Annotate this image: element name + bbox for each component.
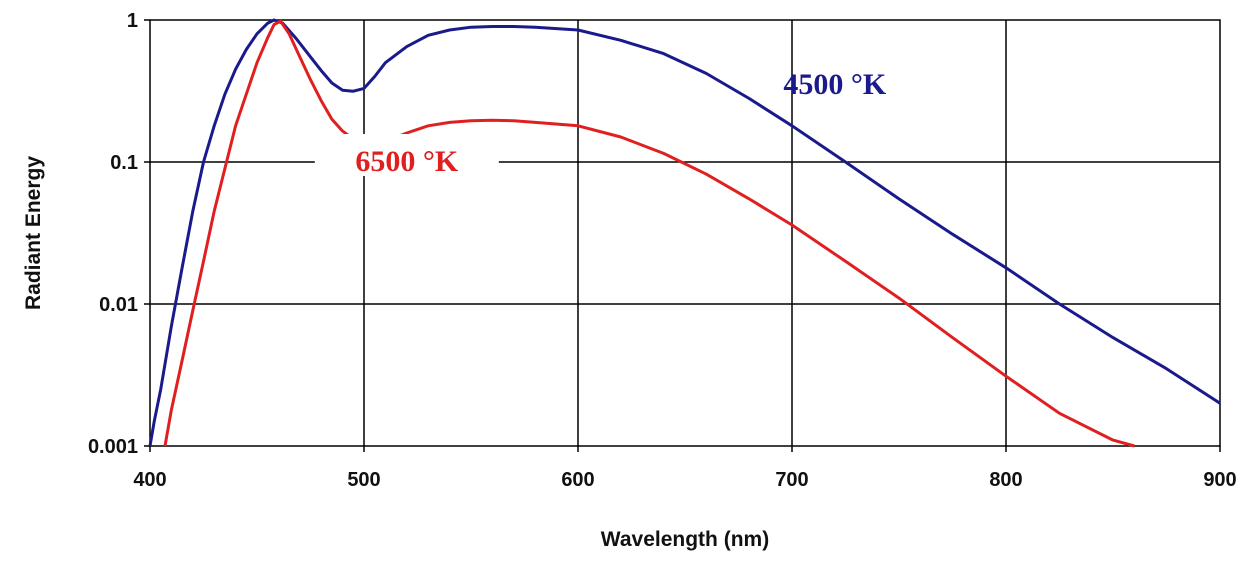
series-label-background	[314, 134, 499, 176]
x-tick-label: 500	[347, 469, 380, 491]
y-axis-title: Radiant Energy	[22, 156, 45, 310]
x-tick-label: 700	[775, 469, 808, 491]
y-tick-label: 0.001	[88, 436, 138, 458]
y-tick-label: 1	[127, 10, 138, 32]
x-tick-label: 900	[1203, 469, 1236, 491]
annotation-layer: 4500 °K 6500 °K	[314, 68, 887, 178]
tick-labels: 400 500 600 700 800 900 0.001 0.01 0.1 1	[88, 10, 1237, 491]
series-label-4500k: 4500 °K	[783, 68, 886, 101]
y-tick-label: 0.01	[99, 294, 138, 316]
x-axis-title: Wavelength (nm)	[601, 528, 769, 551]
x-tick-label: 400	[133, 469, 166, 491]
y-tick-label: 0.1	[110, 152, 138, 174]
plot-area	[149, 19, 1221, 447]
x-tick-label: 800	[989, 469, 1022, 491]
x-tick-label: 600	[561, 469, 594, 491]
series-label-6500k: 6500 °K	[355, 145, 458, 178]
series-line-4500-k-k	[148, 18, 1221, 447]
